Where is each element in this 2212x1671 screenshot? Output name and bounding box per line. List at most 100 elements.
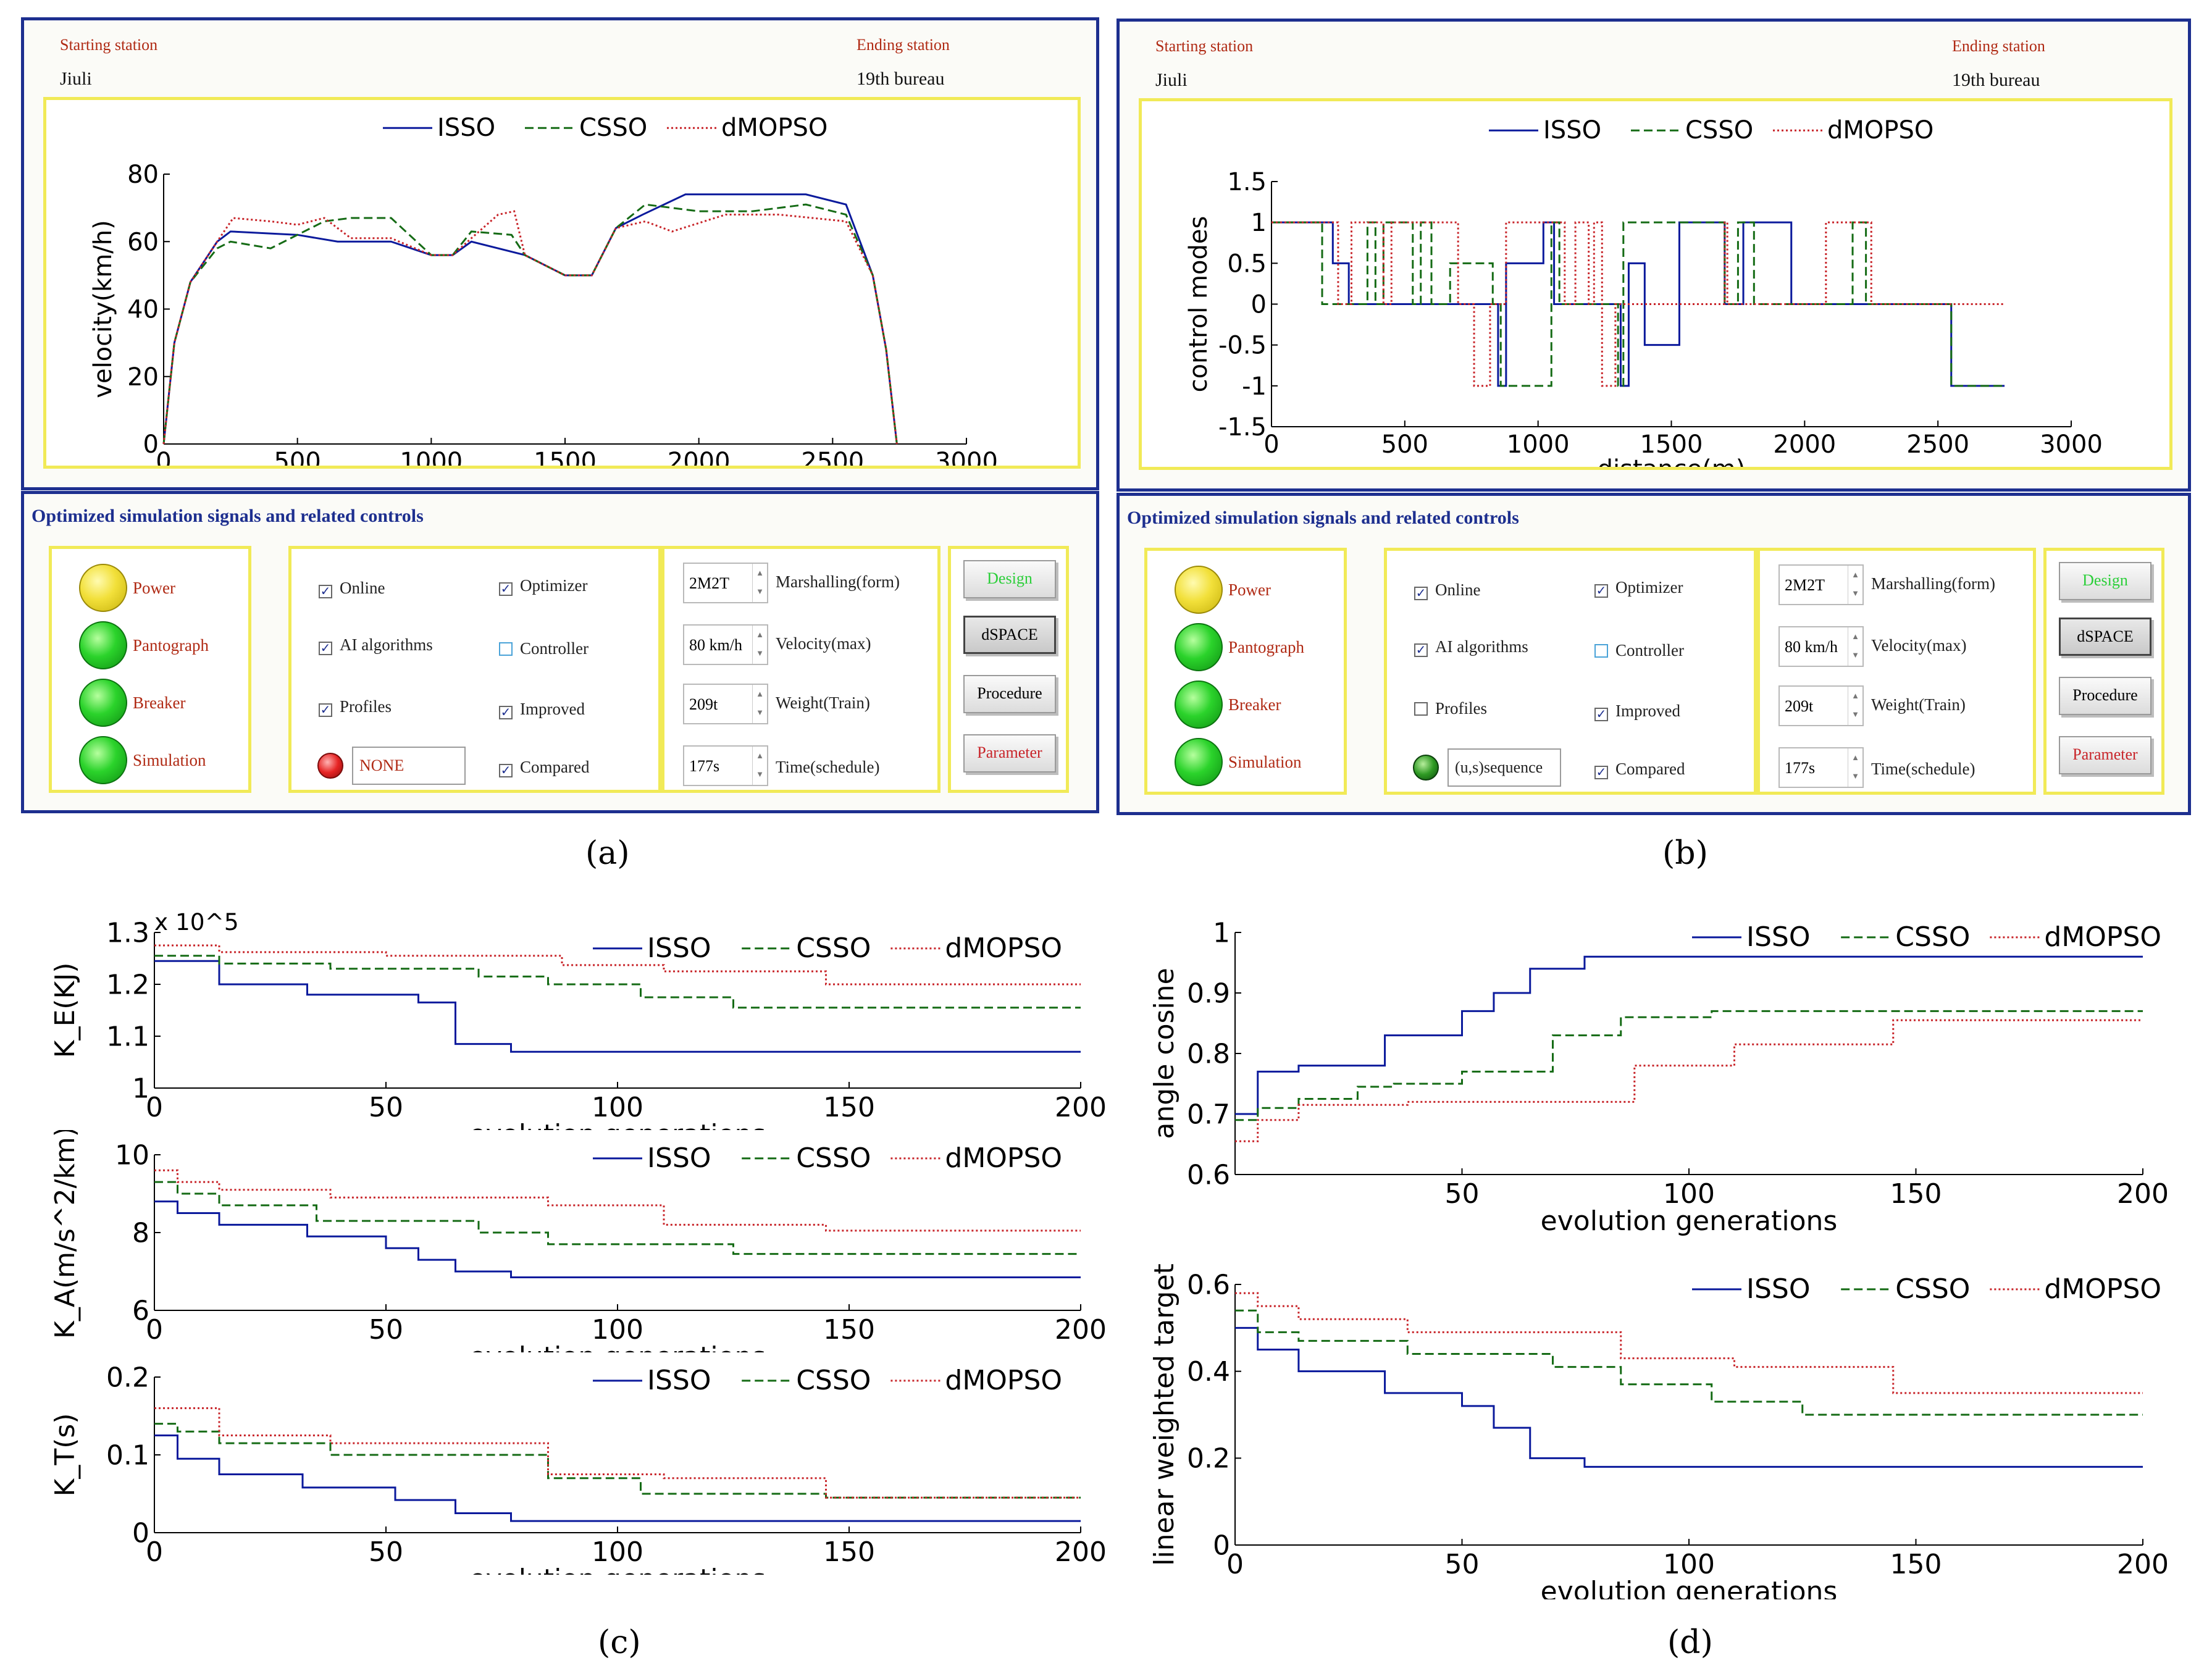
- check-icon: ✓: [499, 582, 513, 596]
- legend-label-dmopso: dMOPSO: [945, 932, 1062, 964]
- procedure-button[interactable]: Procedure: [2059, 677, 2151, 715]
- start-station-label: Starting station: [1155, 37, 1254, 55]
- y-tick-label: 0.1: [106, 1439, 149, 1471]
- ka-chart: 0 50 100 150 200 6 8 10 evolution generations K_A…: [49, 1130, 1107, 1352]
- x-tick-label: 50: [369, 1314, 403, 1346]
- legend-label-csso: CSSO: [1685, 116, 1753, 144]
- x-tick-label: 50: [369, 1536, 403, 1568]
- profiles-checkbox[interactable]: Profiles: [1414, 699, 1487, 718]
- check-icon: ✓: [1414, 643, 1428, 657]
- y-tick-label: 0.9: [1187, 978, 1230, 1009]
- controller-checkbox[interactable]: Controller: [499, 639, 589, 658]
- profiles-checkbox[interactable]: ✓ Profiles: [319, 697, 392, 717]
- velocity-chart-frame: 050010001500200025003000020406080distanc…: [43, 97, 1081, 469]
- end-station-label: Ending station: [1952, 37, 2045, 55]
- weight-spinner[interactable]: 209t ▲ ▼: [1778, 685, 1864, 726]
- y-tick-label: 40: [127, 296, 159, 324]
- spinner-arrows-icon[interactable]: ▲ ▼: [752, 747, 767, 785]
- y-tick-label: 10: [115, 1139, 149, 1171]
- series-line-csso: [1271, 221, 2005, 387]
- velocity-spinner[interactable]: 80 km/h ▲ ▼: [683, 624, 768, 665]
- optimizer-checkbox[interactable]: ✓ Optimizer: [499, 576, 587, 596]
- y-tick-label: 0: [1213, 1530, 1230, 1561]
- series-line-csso: [1235, 1309, 2143, 1416]
- design-button[interactable]: Design: [2059, 562, 2151, 600]
- spinner-arrows-icon[interactable]: ▲ ▼: [752, 564, 767, 602]
- series-line-csso: [154, 1181, 1081, 1255]
- x-tick-label: 200: [2117, 1549, 2169, 1580]
- online-checkbox[interactable]: ✓ Online: [319, 579, 385, 598]
- series-line-dmopso: [154, 1407, 1081, 1499]
- checkbox-group: ✓ Online ✓ Optimizer ✓ AI algorithms Contro…: [1384, 548, 1757, 795]
- spinner-group: 2M2T ▲ ▼ Marshalling(form) 80 km/h ▲ ▼ Veloc…: [1757, 548, 2036, 795]
- parameter-button[interactable]: Parameter: [2059, 736, 2151, 774]
- caption-c: (c): [598, 1624, 641, 1661]
- y-tick-label: 1: [1251, 209, 1267, 237]
- velocity-spinner[interactable]: 80 km/h ▲ ▼: [1778, 626, 1864, 667]
- dspace-button[interactable]: dSPACE: [963, 616, 1056, 654]
- x-tick-label: 2000: [668, 448, 731, 466]
- compared-checkbox[interactable]: ✓ Compared: [499, 758, 589, 777]
- panel-b-controls: Optimized simulation signals and related…: [1116, 493, 2191, 815]
- status-red-lamp: [317, 753, 343, 779]
- series-line-isso: [162, 193, 898, 445]
- spinner-arrows-icon[interactable]: ▲ ▼: [1848, 627, 1862, 666]
- design-button[interactable]: Design: [963, 560, 1056, 598]
- time-spinner[interactable]: 177s ▲ ▼: [683, 745, 768, 786]
- y-tick-label: -0.5: [1218, 332, 1267, 360]
- series-line-csso: [1235, 1010, 2143, 1121]
- spinner-arrows-icon[interactable]: ▲ ▼: [1848, 566, 1862, 604]
- optimizer-checkbox[interactable]: ✓ Optimizer: [1594, 578, 1683, 598]
- marshalling-spinner[interactable]: 2M2T ▲ ▼: [683, 563, 768, 603]
- power-label: Power: [1228, 580, 1271, 599]
- x-tick-label: 150: [823, 1092, 875, 1123]
- kt-chart: 0 50 100 150 200 0 0.1 0.2 evolution generations…: [49, 1362, 1107, 1575]
- x-tick-label: 0: [146, 1314, 163, 1346]
- parameter-button[interactable]: Parameter: [963, 734, 1056, 773]
- spinner-arrows-icon[interactable]: ▲ ▼: [1848, 687, 1862, 725]
- weight-spinner[interactable]: 209t ▲ ▼: [683, 684, 768, 724]
- button-group: Design dSPACE Procedure Parameter: [2043, 548, 2164, 795]
- ai-algorithms-checkbox[interactable]: ✓ AI algorithms: [1414, 637, 1528, 657]
- x-tick-label: 0: [1263, 430, 1279, 459]
- spinner-arrows-icon[interactable]: ▲ ▼: [752, 685, 767, 723]
- series-line-isso: [1235, 1326, 2143, 1468]
- marshalling-spinner[interactable]: 2M2T ▲ ▼: [1778, 564, 1864, 605]
- legend-label-dmopso: dMOPSO: [2044, 1273, 2161, 1305]
- ai-algorithms-checkbox[interactable]: ✓ AI algorithms: [319, 635, 433, 655]
- time-spinner[interactable]: 177s ▲ ▼: [1778, 747, 1864, 788]
- angle-cosine-chart: 50 100 150 200 0.6 0.7 0.8 0.9 1 evolution genera…: [1149, 917, 2169, 1237]
- improved-checkbox[interactable]: ✓ Improved: [1594, 701, 1680, 721]
- y-axis-label: angle cosine: [1149, 968, 1180, 1139]
- improved-checkbox[interactable]: ✓ Improved: [499, 700, 585, 719]
- y-tick-label: 20: [127, 363, 159, 392]
- series-line-isso: [154, 960, 1081, 1053]
- spinner-arrows-icon[interactable]: ▲ ▼: [752, 626, 767, 664]
- procedure-button[interactable]: Procedure: [963, 675, 1056, 713]
- linear-weighted-chart: 0 50 100 150 200 0 0.2 0.4 0.6 evolution generati…: [1149, 1263, 2169, 1599]
- x-axis-label: evolution generations: [1541, 1576, 1838, 1599]
- online-checkbox[interactable]: ✓ Online: [1414, 580, 1481, 600]
- legend-label-isso: ISSO: [1746, 1273, 1810, 1305]
- dspace-button[interactable]: dSPACE: [2059, 618, 2151, 656]
- check-icon: ✓: [1414, 587, 1428, 600]
- legend-label-dmopso: dMOPSO: [1827, 116, 1933, 144]
- check-icon: ✓: [1594, 584, 1608, 598]
- time-label: Time(schedule): [1871, 760, 1975, 778]
- x-tick-label: 3000: [2040, 430, 2103, 459]
- x-tick-label: 200: [1055, 1314, 1107, 1346]
- start-station-name: Jiuli: [60, 69, 92, 89]
- power-lamp: [79, 564, 127, 612]
- spinner-arrows-icon[interactable]: ▲ ▼: [1848, 748, 1862, 787]
- x-tick-label: 0: [146, 1536, 163, 1568]
- y-tick-label: 0.2: [106, 1362, 149, 1393]
- legend-label-csso: CSSO: [796, 1365, 871, 1396]
- compared-checkbox[interactable]: ✓ Compared: [1594, 760, 1685, 779]
- y-multiplier: x 10^5: [154, 908, 239, 936]
- x-tick-label: 0: [156, 448, 171, 466]
- controller-checkbox[interactable]: Controller: [1594, 641, 1684, 660]
- start-station-name: Jiuli: [1155, 70, 1188, 90]
- lamp-group: Power Pantograph Breaker Simulation: [1144, 548, 1347, 795]
- simulation-label: Simulation: [133, 751, 206, 769]
- y-tick-label: 0.7: [1187, 1099, 1230, 1130]
